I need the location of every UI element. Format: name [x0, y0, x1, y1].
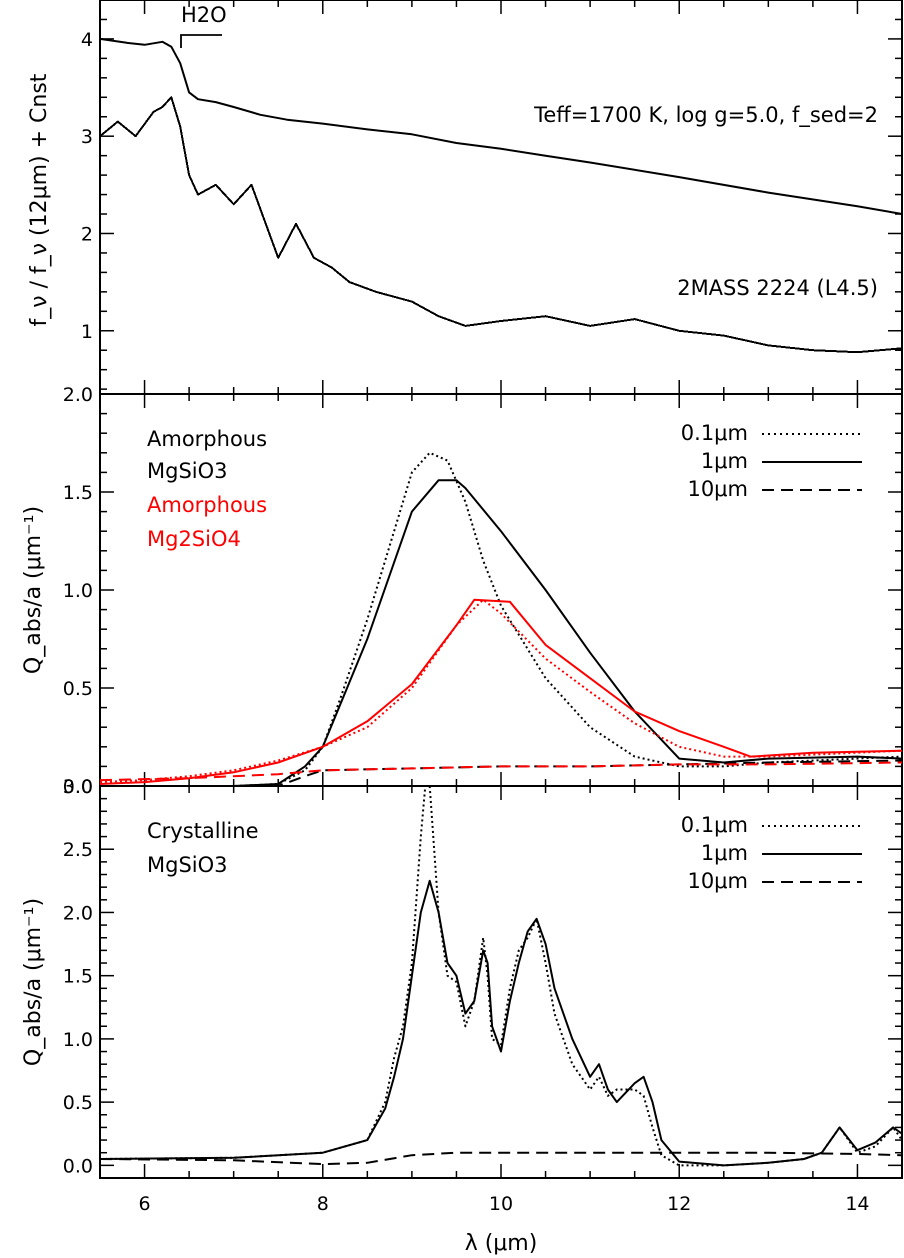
- bot-legend-label-0: 0.1μm: [681, 813, 748, 837]
- mid-label-mgsio3-black: MgSiO3: [147, 459, 228, 483]
- y-tick-label: 1.0: [63, 580, 93, 602]
- y-tick-label: 3: [81, 126, 93, 148]
- series-line: [99, 598, 903, 785]
- y-tick-label: 0.5: [63, 678, 93, 700]
- bot-y-axis-title: Q_abs/a (μm⁻¹): [21, 898, 46, 1066]
- bot-label-crystalline: Crystalline: [147, 819, 259, 843]
- y-tick-label: 2.0: [63, 384, 93, 406]
- y-tick-label: 0.0: [63, 776, 93, 798]
- series-line: [100, 759, 903, 787]
- y-tick-label: 2.5: [63, 839, 93, 861]
- data-curves: [99, 37, 903, 1167]
- mid-y-axis-title: Q_abs/a (μm⁻¹): [21, 506, 46, 674]
- bottom-panel-frame: [99, 785, 903, 1179]
- h2o-label: H2O: [181, 3, 227, 27]
- top-y-axis-title: f_ν / f_ν (12μm) + Cnst: [27, 73, 52, 326]
- series-line: [100, 479, 903, 787]
- series-line: [99, 761, 903, 782]
- y-tick-label: 4: [81, 29, 93, 51]
- y-tick-label: 0.0: [63, 1155, 93, 1177]
- series-line: [99, 598, 903, 784]
- h2o-bracket: [180, 34, 222, 48]
- object-label: 2MASS 2224 (L4.5): [677, 276, 878, 300]
- mid-label-amorphous-red: Amorphous: [147, 493, 267, 517]
- y-tick-label: 2.0: [63, 902, 93, 924]
- mid-legend-label-2: 10μm: [687, 477, 748, 501]
- y-tick-label: 1: [81, 321, 93, 343]
- x-tick-label: 10: [489, 1193, 513, 1215]
- mid-label-mg2sio4-red: Mg2SiO4: [147, 527, 241, 551]
- bot-legend-label-2: 10μm: [687, 869, 748, 893]
- x-axis-title: λ (μm): [465, 1231, 538, 1256]
- bot-legend-label-1: 1μm: [701, 841, 748, 865]
- x-tick-label: 6: [139, 1193, 151, 1215]
- y-tick-label: 2: [81, 223, 93, 245]
- model-label: Teff=1700 K, log g=5.0, f_sed=2: [533, 103, 878, 128]
- mid-label-amorphous-black: Amorphous: [147, 427, 267, 451]
- y-tick-label: 3.0: [63, 776, 93, 798]
- x-tick-label: 8: [317, 1193, 329, 1215]
- series-line: [99, 879, 903, 1167]
- y-tick-label: 1.5: [63, 482, 93, 504]
- bot-label-mgsio3: MgSiO3: [147, 853, 228, 877]
- mid-legend-label-1: 1μm: [701, 449, 748, 473]
- y-tick-label: 1.5: [63, 966, 93, 988]
- middle-panel-frame: [99, 393, 903, 787]
- mid-legend-label-0: 0.1μm: [681, 421, 748, 445]
- top-panel-frame: [99, 0, 903, 395]
- x-tick-label: 12: [667, 1193, 691, 1215]
- x-tick-label: 14: [845, 1193, 869, 1215]
- series-line: [99, 96, 903, 354]
- y-tick-label: 0.5: [63, 1092, 93, 1114]
- series-line: [99, 37, 903, 215]
- axis-ticks: 12340.00.51.01.52.00.00.51.01.52.02.53.0…: [63, 0, 902, 1215]
- y-tick-label: 1.0: [63, 1029, 93, 1051]
